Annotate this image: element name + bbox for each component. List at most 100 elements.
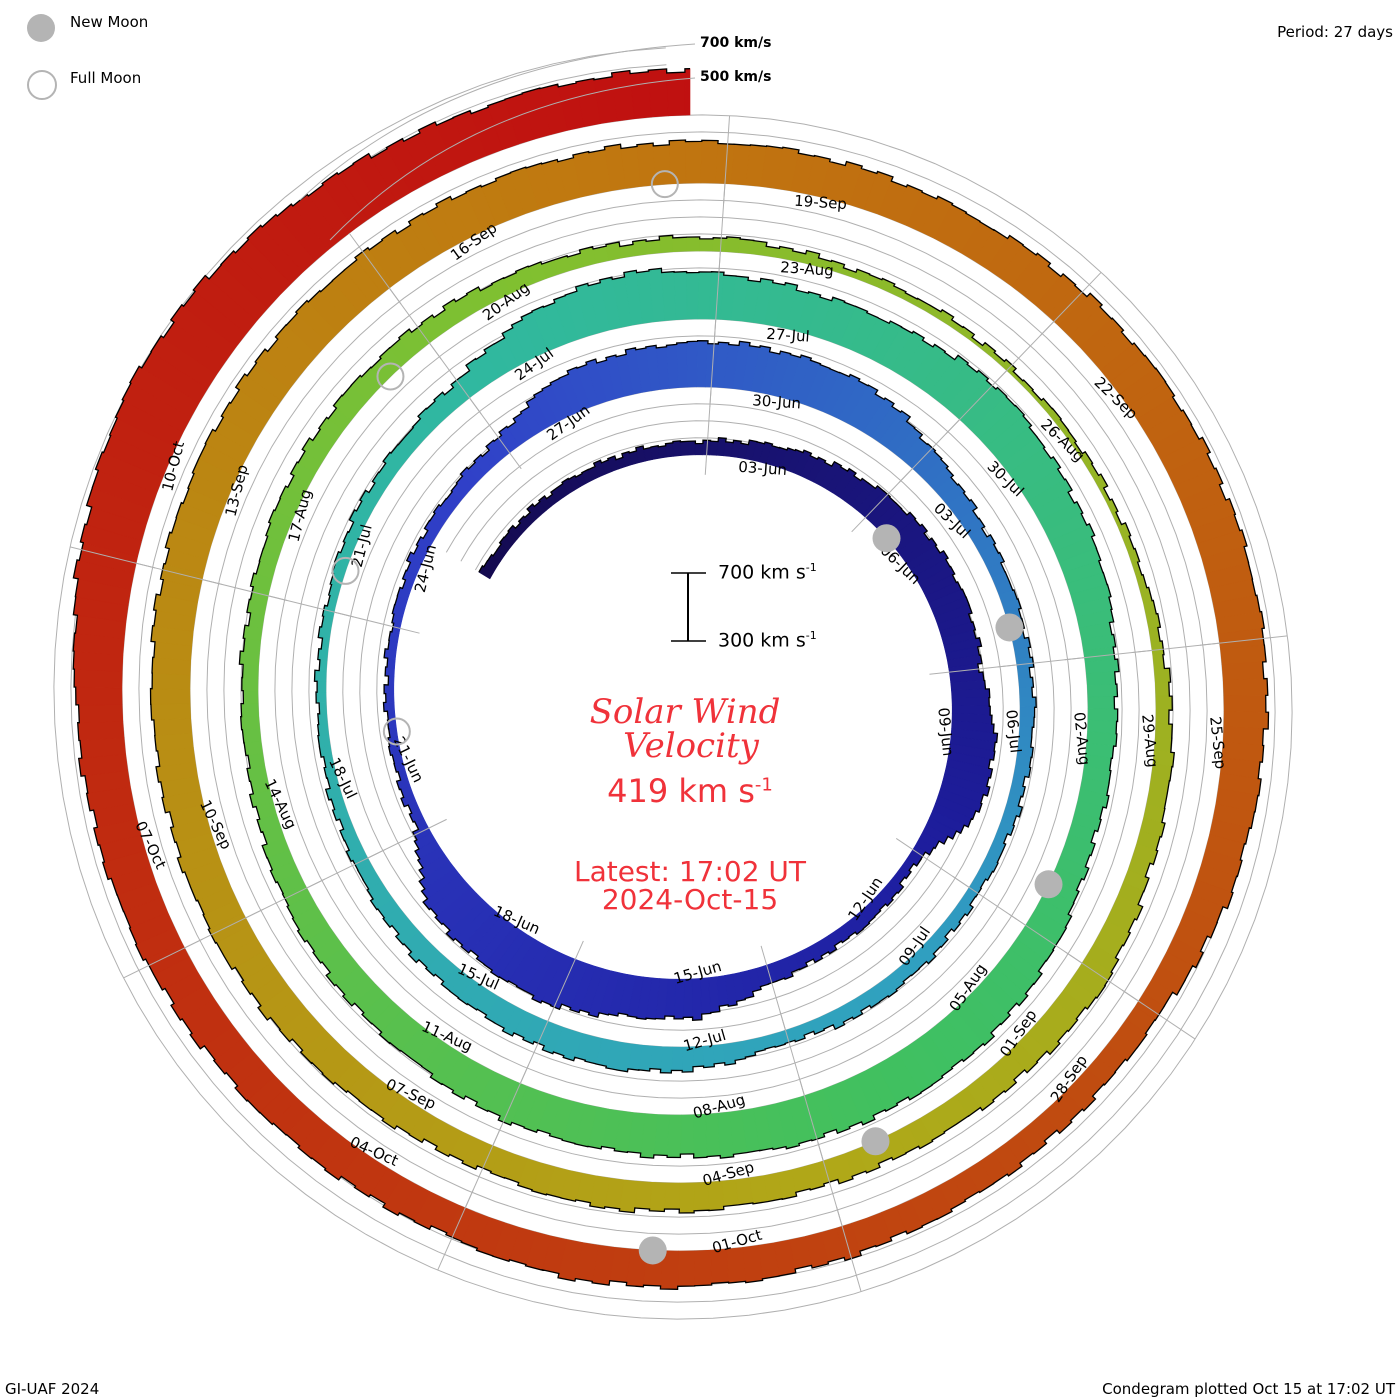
latest-time: Latest: 17:02 UT [573,855,807,888]
velocity-bar [314,669,327,683]
velocity-bar [671,1046,684,1071]
velocity-bar [647,68,669,118]
scale-bottom-text: 300 km s [718,629,806,652]
velocity-outline [72,68,1270,1290]
velocity-bar [1086,683,1118,698]
plotted-label: Condegram plotted Oct 15 at 17:02 UT [1102,1380,1395,1398]
date-tick [348,232,402,305]
latest-date: 2024-Oct-15 [601,883,779,916]
velocity-bar [673,271,688,321]
velocity-bar [1014,647,1031,660]
velocity-bar [678,1182,695,1214]
velocity-bar [243,638,261,654]
velocity-bar [150,703,192,721]
velocity-bar [151,672,191,690]
date-tick [1199,635,1288,646]
velocity-bar [1029,389,1042,404]
velocity-bar [317,648,329,661]
velocity-bar [705,1113,721,1157]
velocity-bar [1019,706,1035,718]
velocity-bar [658,234,674,254]
velocity-bar [685,236,701,252]
date-label: 27-Jul [766,325,811,346]
velocity-bar [1155,709,1170,725]
velocity-bar [316,680,327,693]
velocity-bar [242,690,259,704]
velocity-bar [1087,696,1115,710]
velocity-bar [951,697,990,707]
velocity-bar [687,440,696,456]
velocity-bar [712,1044,726,1065]
full-moon-legend-icon [27,70,57,100]
full-moon-icon [331,556,360,585]
velocity-bar [1010,371,1024,384]
velocity-bar [686,340,698,388]
scale-top-text: 700 km s [718,561,806,584]
velocity-bar [1017,667,1031,679]
velocity-bar [1222,678,1269,697]
velocity-bar [241,677,259,692]
velocity-bar [154,732,194,752]
velocity-bar [384,666,395,677]
velocity-bar [680,440,689,456]
scale-bottom-exp: -1 [805,629,817,642]
velocity-bar [1018,676,1034,689]
velocity-bar [317,713,328,725]
full-moon-icon [376,362,405,391]
velocity-bar [645,239,661,255]
velocity-bar [677,1250,696,1287]
velocity-bar [240,715,261,731]
date-tick [123,938,203,979]
velocity-bar [672,440,682,457]
velocity-bar [725,236,741,253]
velocity-bar [75,686,123,706]
new-moon-legend-label: New Moon [70,13,149,31]
date-tick [1039,271,1102,337]
velocity-bar [751,240,768,256]
credit-label: GI-UAF 2024 [5,1380,100,1398]
new-moon-legend-icon [27,14,55,42]
date-tick [723,115,731,204]
title-line-2: Velocity [623,726,759,766]
date-tick [1121,989,1196,1040]
velocity-bar [1019,379,1034,394]
velocity-bar [685,141,703,184]
new-moon-icon [995,613,1024,642]
date-tick [69,546,156,569]
velocity-bar [666,1114,682,1158]
velocity-bar [386,657,396,669]
velocity-bar [385,693,395,703]
velocity-bar [684,68,691,116]
velocity-bar [242,664,259,679]
velocity-bar [664,1182,681,1210]
velocity-bar [243,740,264,756]
velocity-bar [247,753,266,769]
velocity-bar [951,688,991,699]
current-velocity: 419 km s-1 [560,772,820,810]
velocity-bar [1221,661,1265,681]
velocity-bar [315,691,327,704]
velocity-bar [153,718,193,736]
velocity-bar [694,443,704,456]
velocity-bar [699,238,714,252]
velocity-bar [1019,696,1037,708]
velocity-bar [632,239,648,257]
velocity-bar [318,702,328,715]
date-label: 06-Jul [1002,709,1025,754]
velocity-bar [240,703,260,718]
velocity-bar [657,445,668,459]
velocity-bar [383,702,395,712]
velocity-bar [668,139,687,185]
velocity-bar [969,336,984,349]
velocity-bar [738,238,754,255]
velocity-bar [242,728,262,744]
velocity-bar [1223,695,1267,713]
date-label: 19-Sep [794,192,848,214]
velocity-bar [73,668,123,689]
date-label: 30-Jun [752,391,802,412]
ring-500-guide [329,77,696,241]
new-moon-icon [861,1127,890,1156]
full-moon-legend-label: Full Moon [70,69,142,87]
period-label: Period: 27 days [1277,23,1393,41]
